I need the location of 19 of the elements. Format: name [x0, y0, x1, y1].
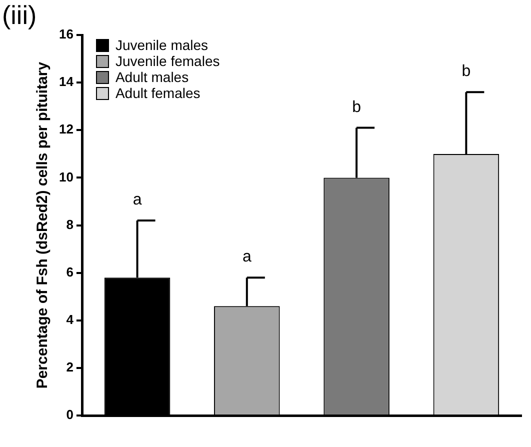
- y-tick-label: 0: [66, 407, 74, 422]
- legend-label: Adult males: [115, 69, 189, 85]
- y-tick-label: 6: [66, 264, 74, 280]
- y-tick-label: 16: [58, 26, 74, 42]
- y-tick-label: 14: [58, 74, 74, 90]
- y-tick-label: 10: [58, 169, 74, 184]
- chart-title: (iii): [2, 0, 37, 31]
- legend-label: Juvenile females: [115, 53, 220, 69]
- y-tick-label: 4: [66, 312, 74, 328]
- y-axis-title: Percentage of Fsh (dsRed2) cells per pituitary: [34, 61, 52, 389]
- annotation: a: [242, 248, 252, 266]
- annotation: b: [462, 63, 471, 80]
- y-tick-label: 2: [66, 360, 74, 375]
- y-tick-label: 8: [66, 216, 74, 232]
- legend-label: Juvenile males: [115, 37, 208, 53]
- legend-label: Adult females: [115, 85, 200, 101]
- annotation: a: [132, 192, 142, 209]
- annotation: b: [352, 98, 362, 116]
- y-tick-label: 12: [58, 122, 74, 137]
